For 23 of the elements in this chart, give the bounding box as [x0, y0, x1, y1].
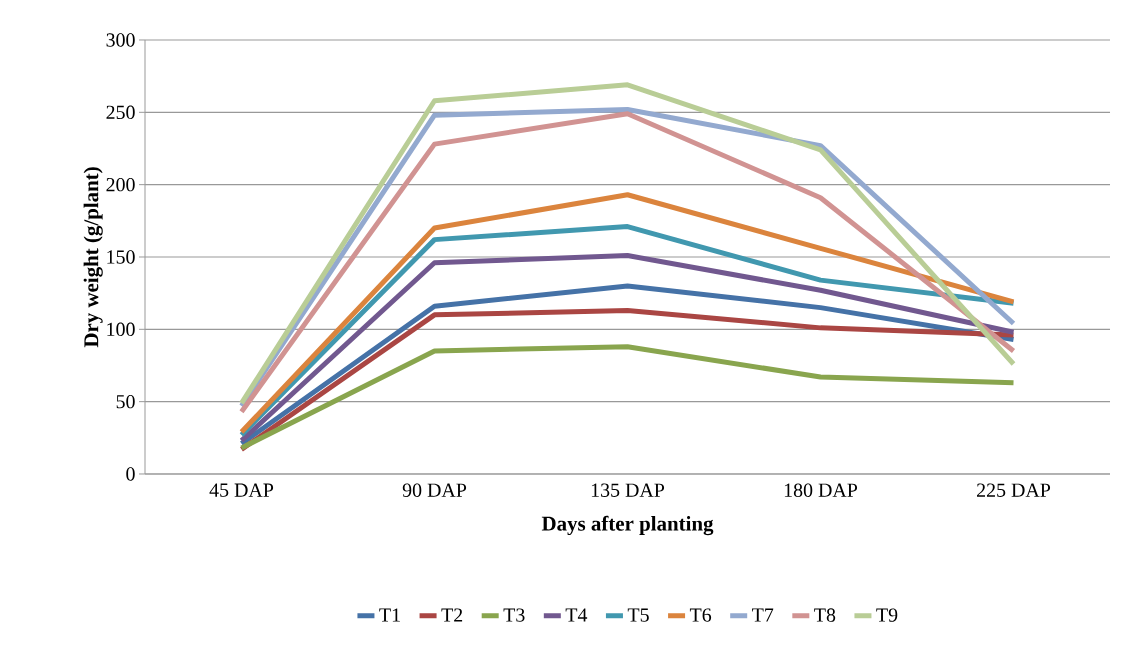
- y-axis-title: Dry weight (g/plant): [83, 167, 103, 348]
- x-tick-label: 45 DAP: [209, 483, 274, 497]
- legend-label: T4: [565, 608, 588, 622]
- legend-label: T9: [876, 608, 898, 622]
- y-tick-label: 250: [106, 105, 135, 120]
- y-tick-label: 0: [126, 467, 135, 481]
- legend-label: T5: [627, 608, 649, 622]
- legend-label: T1: [379, 608, 400, 622]
- x-tick-label: 135 DAP: [591, 483, 665, 497]
- y-tick-label: 100: [107, 322, 135, 337]
- x-tick-label: 180 DAP: [784, 483, 858, 497]
- x-tick-label: 90 DAP: [402, 483, 467, 497]
- y-tick-label: 150: [107, 250, 135, 264]
- y-tick-label: 300: [106, 33, 135, 47]
- y-tick-label: 200: [106, 177, 135, 192]
- legend-label: T2: [441, 608, 463, 622]
- x-axis-title: Days after planting: [541, 515, 714, 536]
- legend-label: T7: [752, 608, 774, 622]
- x-tick-label: 225 DAP: [977, 483, 1051, 497]
- y-tick-label: 50: [116, 394, 135, 409]
- legend-label: T6: [689, 608, 712, 622]
- legend-label: T3: [503, 608, 525, 622]
- legend-label: T8: [814, 608, 836, 622]
